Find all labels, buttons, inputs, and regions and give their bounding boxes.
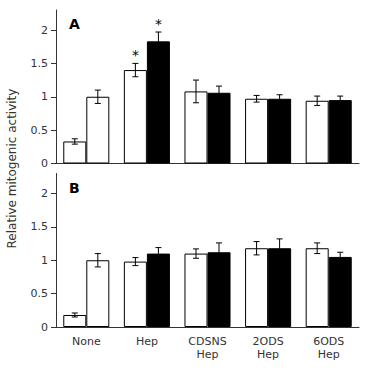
svg-text:1.5: 1.5 [31,57,49,70]
svg-text:Relative mitogenic activity: Relative mitogenic activity [5,89,19,249]
svg-text:0: 0 [41,157,48,170]
svg-text:1.5: 1.5 [31,220,49,233]
svg-text:B: B [69,180,80,196]
svg-text:*: * [155,16,162,32]
svg-text:None: None [72,335,101,348]
svg-text:2ODS: 2ODS [253,335,284,348]
svg-text:Hep: Hep [196,348,218,361]
svg-text:Hep: Hep [136,335,158,348]
svg-text:A: A [69,16,80,32]
svg-text:1: 1 [41,90,48,103]
svg-text:2: 2 [41,187,48,200]
svg-text:CDSNS: CDSNS [188,335,226,348]
svg-text:6ODS: 6ODS [313,335,344,348]
svg-text:Hep: Hep [318,348,340,361]
svg-text:*: * [132,47,139,63]
svg-text:Hep: Hep [257,348,279,361]
svg-text:0.5: 0.5 [31,124,49,137]
svg-text:1: 1 [41,254,48,267]
svg-text:0: 0 [41,321,48,334]
svg-text:0.5: 0.5 [31,287,49,300]
svg-text:2: 2 [41,24,48,37]
